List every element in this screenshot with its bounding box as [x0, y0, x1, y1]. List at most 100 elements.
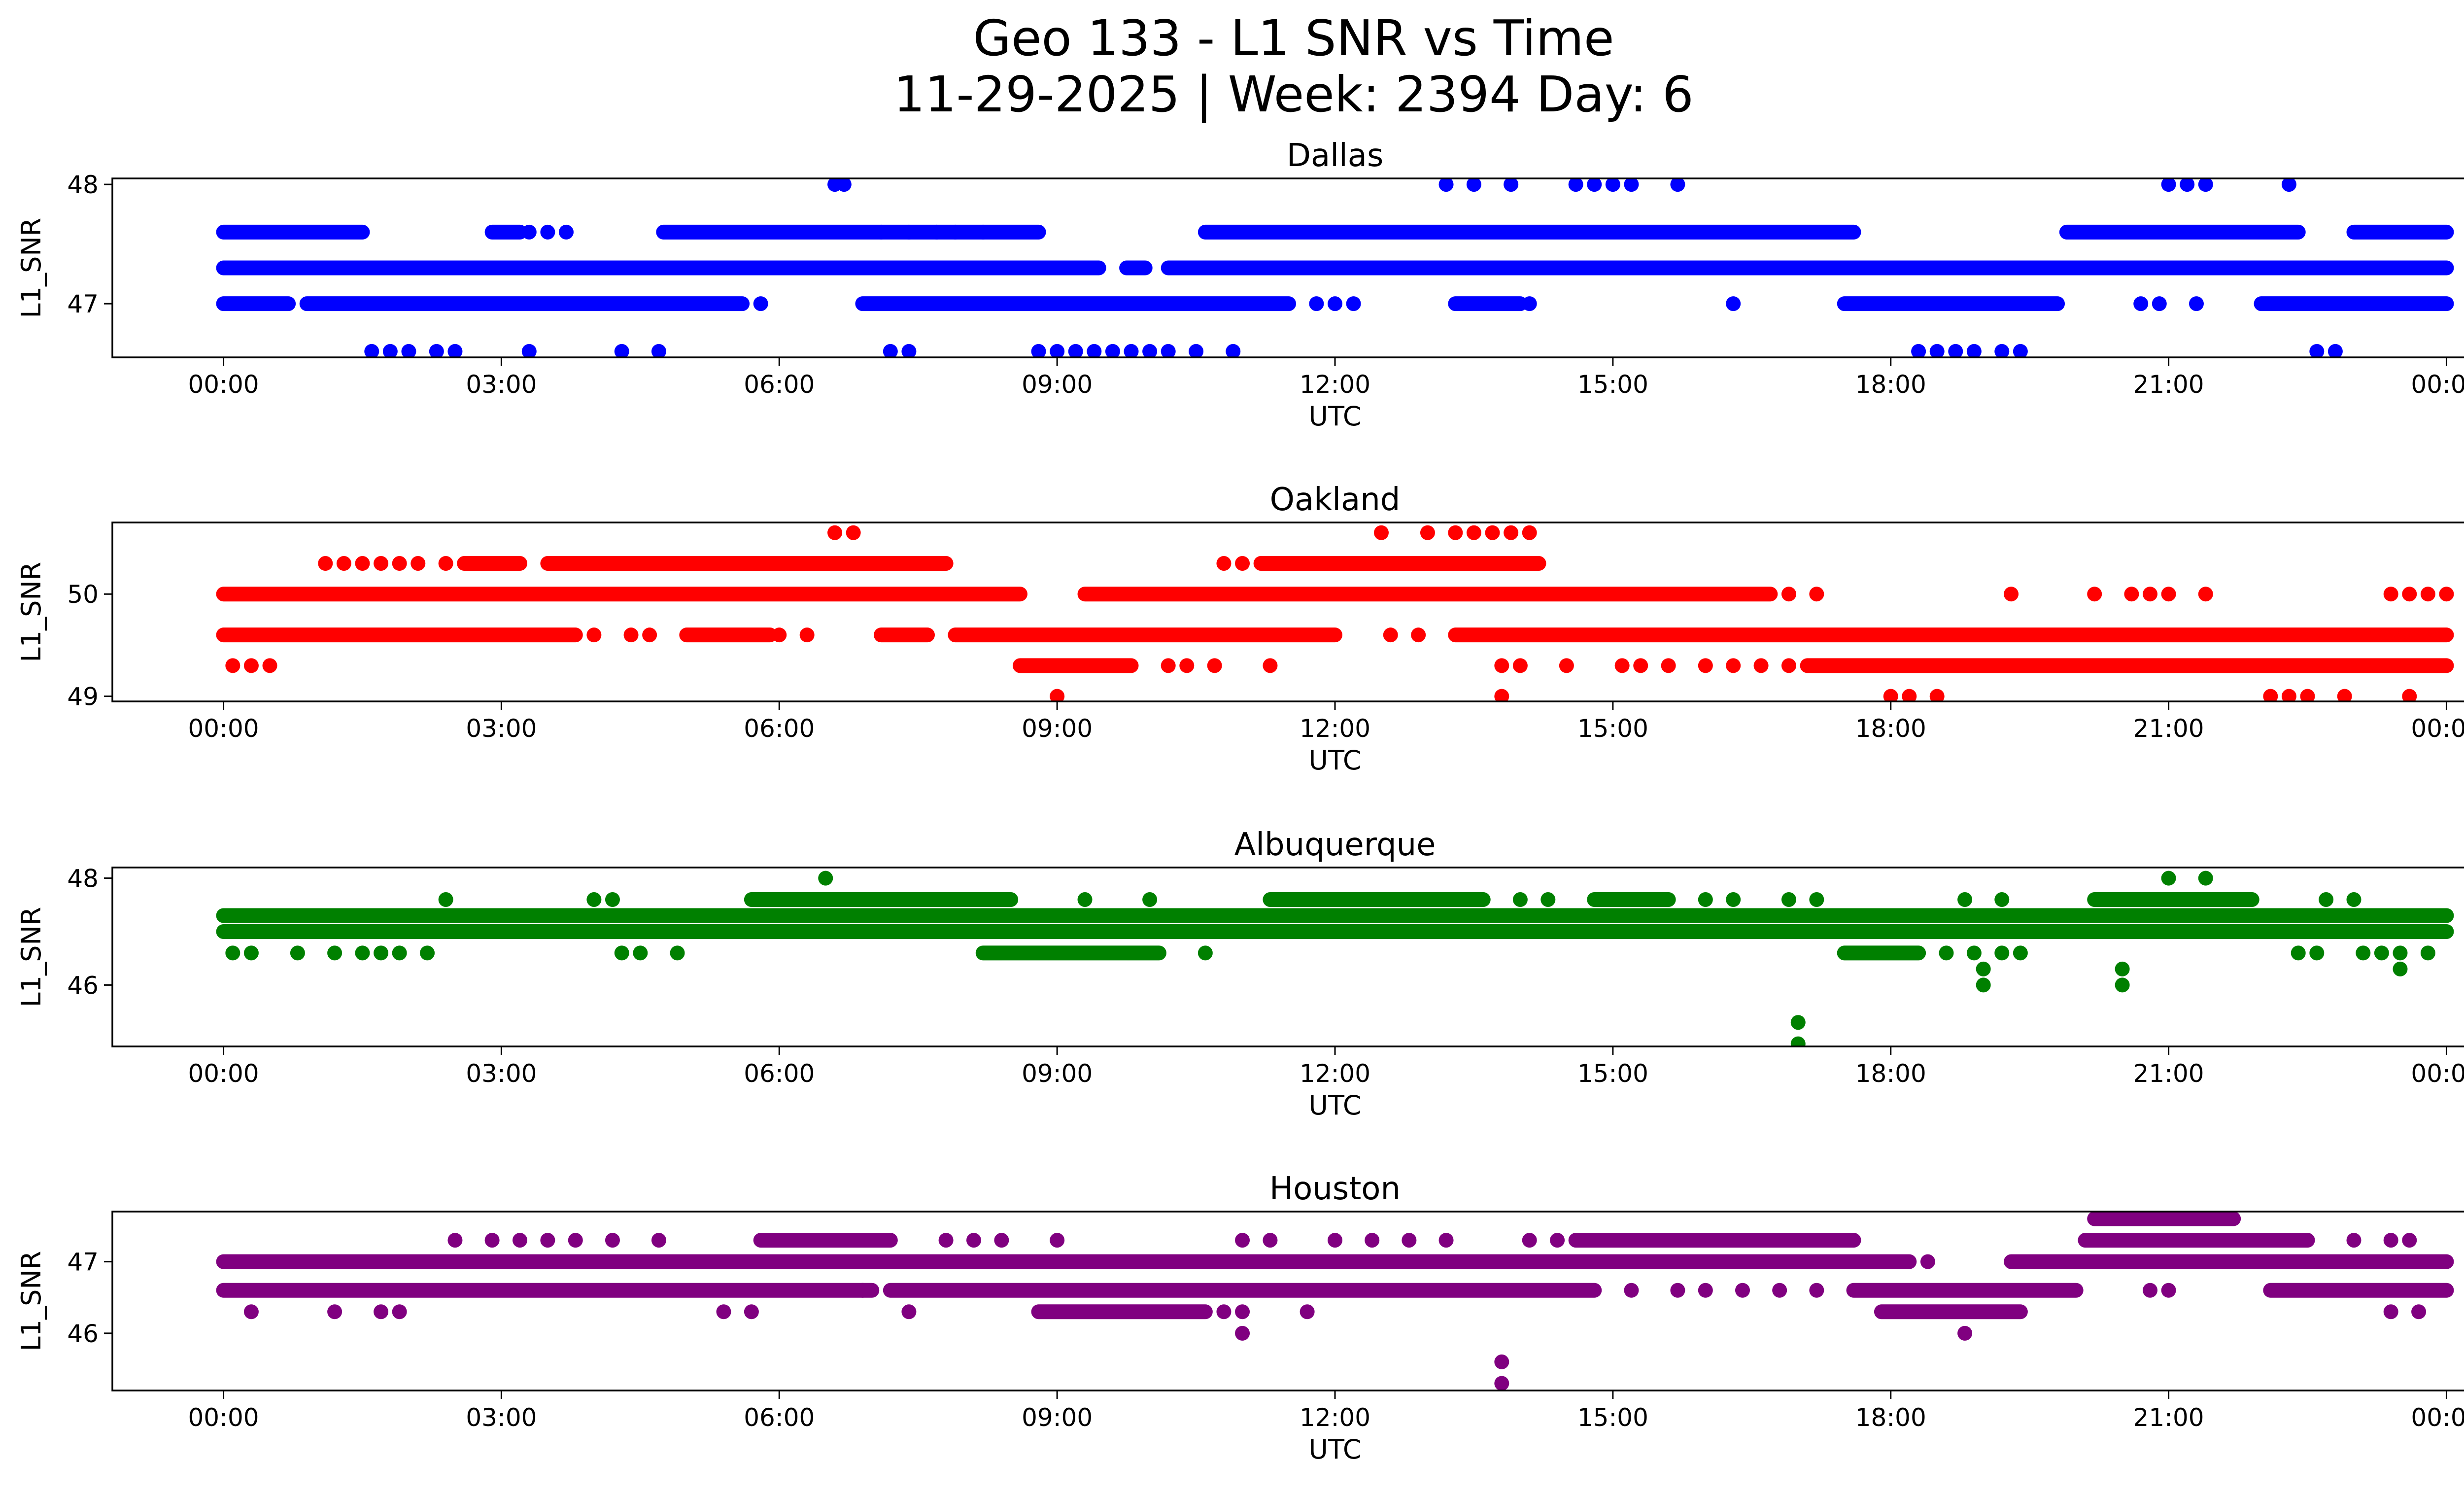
- data-point: [1105, 344, 1120, 357]
- x-tick-label: 15:00: [1577, 1403, 1648, 1432]
- x-tick-label: 12:00: [1300, 370, 1370, 399]
- x-tick-label: 12:00: [1300, 1403, 1370, 1432]
- data-point: [1309, 296, 1324, 312]
- data-point-cluster: [2004, 1254, 2454, 1269]
- data-point: [2374, 945, 2389, 961]
- data-point: [1966, 945, 1982, 961]
- data-point: [1466, 178, 1481, 192]
- x-tick-label: 00:00: [188, 370, 259, 399]
- data-point-cluster: [1077, 587, 1778, 602]
- data-point: [2383, 1233, 2398, 1248]
- data-point: [1420, 525, 1435, 540]
- data-point: [1540, 892, 1556, 907]
- data-point: [336, 556, 351, 571]
- data-point: [929, 224, 944, 240]
- data-point: [1235, 1304, 1250, 1320]
- data-point: [1883, 689, 1898, 701]
- data-point: [1929, 689, 1945, 701]
- data-point: [2393, 945, 2408, 961]
- data-point: [1994, 892, 2010, 907]
- data-point: [1263, 1233, 1278, 1248]
- data-point: [1226, 344, 1241, 357]
- x-tick-label: 15:00: [1577, 714, 1648, 743]
- x-tick-label: 18:00: [1855, 714, 1926, 743]
- data-point-cluster: [1800, 658, 2454, 673]
- data-point: [1189, 344, 1204, 357]
- data-point: [716, 1304, 731, 1320]
- data-point: [1587, 178, 1602, 192]
- data-point: [1402, 1233, 1417, 1248]
- data-point: [2004, 587, 2019, 602]
- data-point: [1902, 689, 1917, 701]
- data-point-cluster: [1012, 658, 1139, 673]
- x-tick-label: 03:00: [466, 370, 537, 399]
- y-tick-label: 50: [67, 580, 99, 609]
- data-point: [1124, 344, 1139, 357]
- data-point: [1809, 587, 1824, 602]
- data-point: [2327, 344, 2343, 357]
- x-tick-label: 00:00: [2411, 370, 2464, 399]
- data-point-cluster: [2346, 224, 2454, 240]
- x-tick-label: 15:00: [1577, 370, 1648, 399]
- data-point: [1920, 1254, 1935, 1269]
- data-point: [2291, 945, 2306, 961]
- y-axis-label: L1_SNR: [16, 1251, 47, 1352]
- data-point: [994, 1233, 1009, 1248]
- data-point-cluster: [216, 627, 583, 643]
- data-point: [1328, 296, 1342, 312]
- y-axis-label: L1_SNR: [16, 907, 47, 1008]
- data-point: [2124, 587, 2139, 602]
- data-point: [1077, 892, 1093, 907]
- data-point: [586, 892, 602, 907]
- data-point: [243, 658, 259, 673]
- y-tick-label: 48: [67, 865, 99, 893]
- data-point: [1957, 892, 1973, 907]
- data-point: [1809, 1283, 1824, 1298]
- data-point: [355, 556, 370, 571]
- data-point: [1263, 658, 1278, 673]
- data-point: [753, 296, 768, 312]
- data-point: [1216, 1304, 1232, 1320]
- data-point: [1142, 344, 1158, 357]
- data-point: [2346, 892, 2361, 907]
- data-point: [2319, 892, 2334, 907]
- data-point: [2143, 587, 2157, 602]
- data-point: [411, 556, 426, 571]
- data-point: [1698, 892, 1713, 907]
- x-axis-label: UTC: [1308, 401, 1361, 432]
- data-point: [1735, 1283, 1750, 1298]
- data-point: [1494, 658, 1509, 673]
- data-point: [1568, 178, 1583, 192]
- data-point: [1661, 658, 1676, 673]
- data-point: [1605, 178, 1620, 192]
- data-point: [1772, 1283, 1787, 1298]
- x-axis-label: UTC: [1308, 1090, 1361, 1121]
- data-point: [2281, 689, 2296, 701]
- data-point: [1624, 178, 1639, 192]
- data-point-cluster: [679, 627, 778, 643]
- data-point: [374, 556, 389, 571]
- data-point-cluster: [855, 296, 1297, 312]
- data-point: [225, 945, 240, 961]
- data-point: [2198, 870, 2213, 886]
- plot-frame: [111, 522, 2464, 702]
- data-point-cluster: [216, 1283, 880, 1298]
- data-point: [2420, 587, 2435, 602]
- data-point: [1179, 658, 1195, 673]
- data-point: [355, 945, 370, 961]
- data-point: [2152, 296, 2167, 312]
- data-point: [586, 627, 602, 643]
- data-point: [2300, 689, 2315, 701]
- data-point: [614, 945, 629, 961]
- x-tick-label: 00:00: [188, 1059, 259, 1088]
- data-point: [290, 945, 305, 961]
- data-point: [1485, 525, 1500, 540]
- data-point: [948, 224, 963, 240]
- x-tick-label: 00:00: [2411, 1059, 2464, 1088]
- x-tick-label: 00:00: [188, 714, 259, 743]
- figure-title-line2: 11-29-2025 | Week: 2394 Day: 6: [893, 66, 1693, 123]
- data-point: [243, 945, 259, 961]
- panel-albuquerque: Albuquerque 00:00 03:00 06:00 09:00 12:00 15:0…: [16, 827, 2464, 1121]
- data-point: [1559, 658, 1574, 673]
